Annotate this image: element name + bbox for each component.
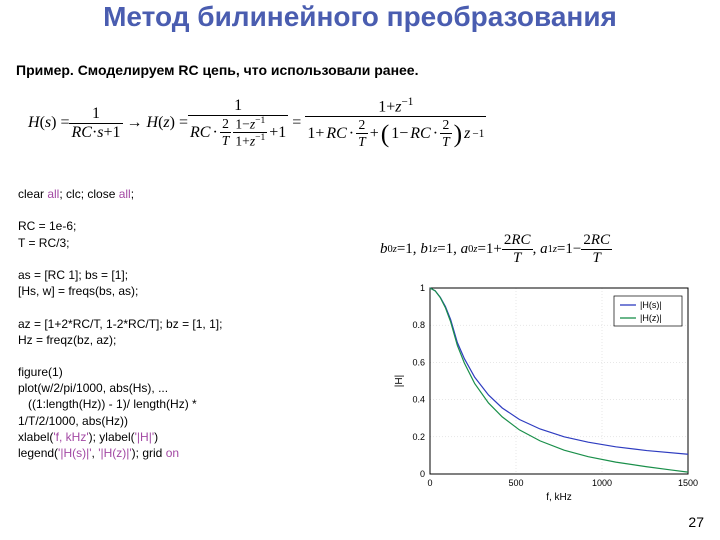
page-number: 27	[688, 514, 704, 530]
bilinear-formula: H(s) = 1RC·s+1 → H(z) = 1 RC· 2T 1−z−11+…	[28, 96, 486, 150]
svg-text:1: 1	[420, 283, 425, 293]
svg-text:0.4: 0.4	[412, 395, 425, 405]
example-subtitle: Пример. Смоделируем RC цепь, что использ…	[16, 62, 419, 78]
svg-text:0.2: 0.2	[412, 432, 425, 442]
slide-title: Метод билинейного преобразования	[0, 2, 720, 32]
coefficients-formula: b0z=1, b1z=1, a0z=1+ 2RCT, a1z=1− 2RCT	[380, 232, 612, 267]
svg-text:500: 500	[508, 478, 523, 488]
example-subtitle-text: Пример. Смоделируем RC цепь, что использ…	[16, 62, 419, 78]
matlab-code: clear all; clc; close all; RC = 1e-6; T …	[18, 186, 222, 461]
svg-text:0: 0	[427, 478, 432, 488]
svg-text:f, kHz: f, kHz	[546, 492, 572, 503]
svg-text:0.8: 0.8	[412, 320, 425, 330]
svg-text:0: 0	[420, 469, 425, 479]
svg-text:1000: 1000	[592, 478, 612, 488]
svg-text:|H(s)|: |H(s)|	[640, 300, 662, 310]
svg-text:1500: 1500	[678, 478, 698, 488]
magnitude-response-chart: 0 500 1000 1500 0 0.2 0.4 0.6 0.8 1 |H(s)| |H(z)| f,…	[388, 278, 698, 504]
svg-text:0.6: 0.6	[412, 357, 425, 367]
slide-title-text: Метод билинейного преобразования	[103, 1, 617, 32]
svg-text:|H(z)|: |H(z)|	[640, 313, 662, 323]
svg-text:|H|: |H|	[394, 375, 405, 387]
